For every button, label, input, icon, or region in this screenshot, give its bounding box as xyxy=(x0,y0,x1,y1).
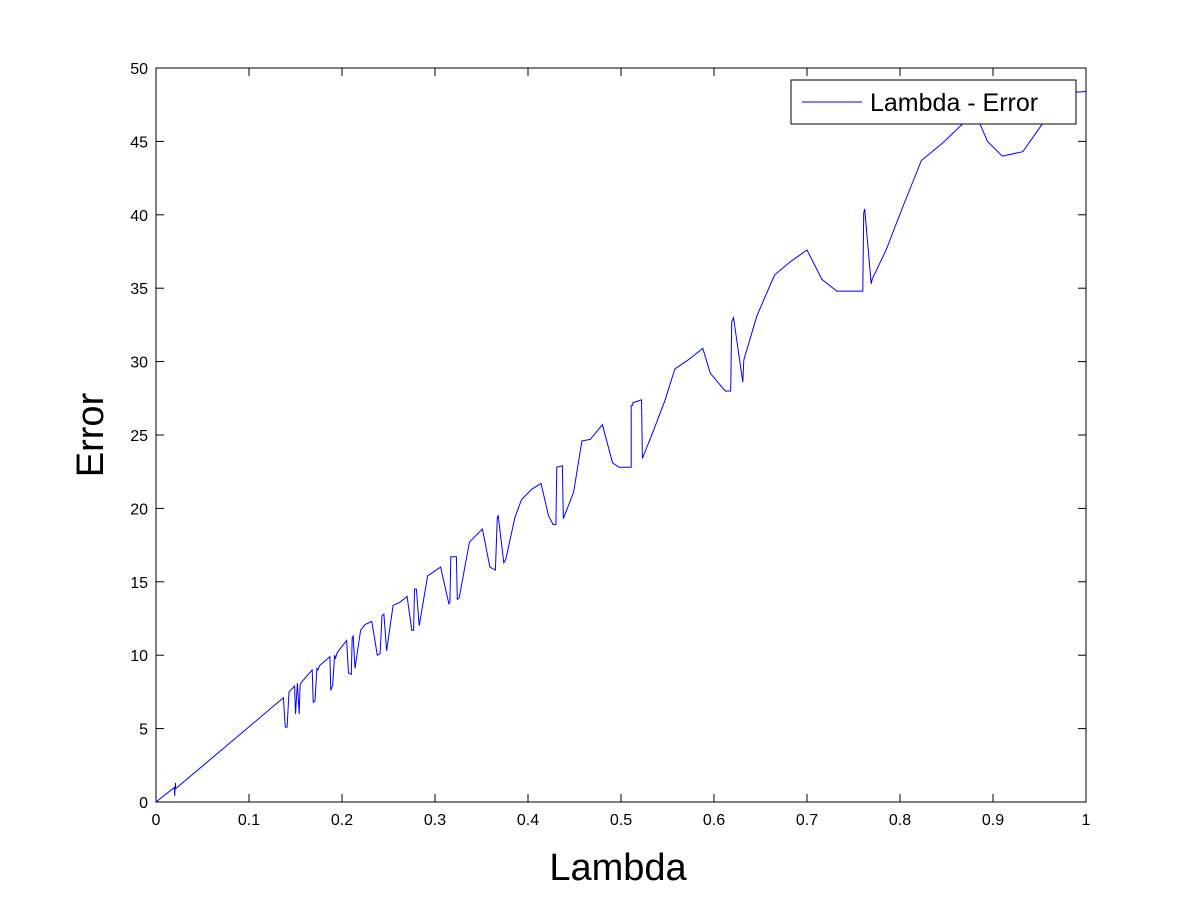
y-tick-label: 30 xyxy=(130,355,148,372)
x-tick-label: 0 xyxy=(152,812,161,829)
x-tick-label: 0.7 xyxy=(796,812,818,829)
x-tick-label: 0.4 xyxy=(517,812,539,829)
y-tick-label: 10 xyxy=(130,648,148,665)
y-tick-label: 40 xyxy=(130,208,148,225)
x-tick-label: 0.9 xyxy=(982,812,1004,829)
series-layer xyxy=(155,91,1087,803)
ticks-layer: 0 0.1 0.2 0.3 0.4 0.5 0.6 0.7 0.8 0.9 105101520253… xyxy=(130,61,1090,829)
y-axis-label: Error xyxy=(70,392,112,477)
x-tick-label: 1 xyxy=(1082,812,1091,829)
y-tick-label: 45 xyxy=(130,134,148,151)
legend: Lambda - Error xyxy=(790,79,1077,125)
y-tick-label: 50 xyxy=(130,61,148,78)
y-tick-label: 15 xyxy=(130,575,148,592)
x-tick-label: 0.3 xyxy=(424,812,446,829)
y-tick-label: 25 xyxy=(130,428,148,445)
x-axis-label: Lambda xyxy=(549,847,687,889)
series-line-0 xyxy=(155,91,1087,803)
x-tick-label: 0.2 xyxy=(331,812,353,829)
x-tick-label: 0.6 xyxy=(703,812,725,829)
legend-entry-label: Lambda - Error xyxy=(870,89,1038,117)
x-tick-label: 0.1 xyxy=(238,812,260,829)
y-tick-label: 5 xyxy=(139,722,148,739)
y-tick-label: 0 xyxy=(139,795,148,812)
x-tick-label: 0.8 xyxy=(889,812,911,829)
y-tick-label: 20 xyxy=(130,501,148,518)
plot-area xyxy=(156,68,1086,802)
x-tick-label: 0.5 xyxy=(610,812,632,829)
y-tick-label: 35 xyxy=(130,281,148,298)
